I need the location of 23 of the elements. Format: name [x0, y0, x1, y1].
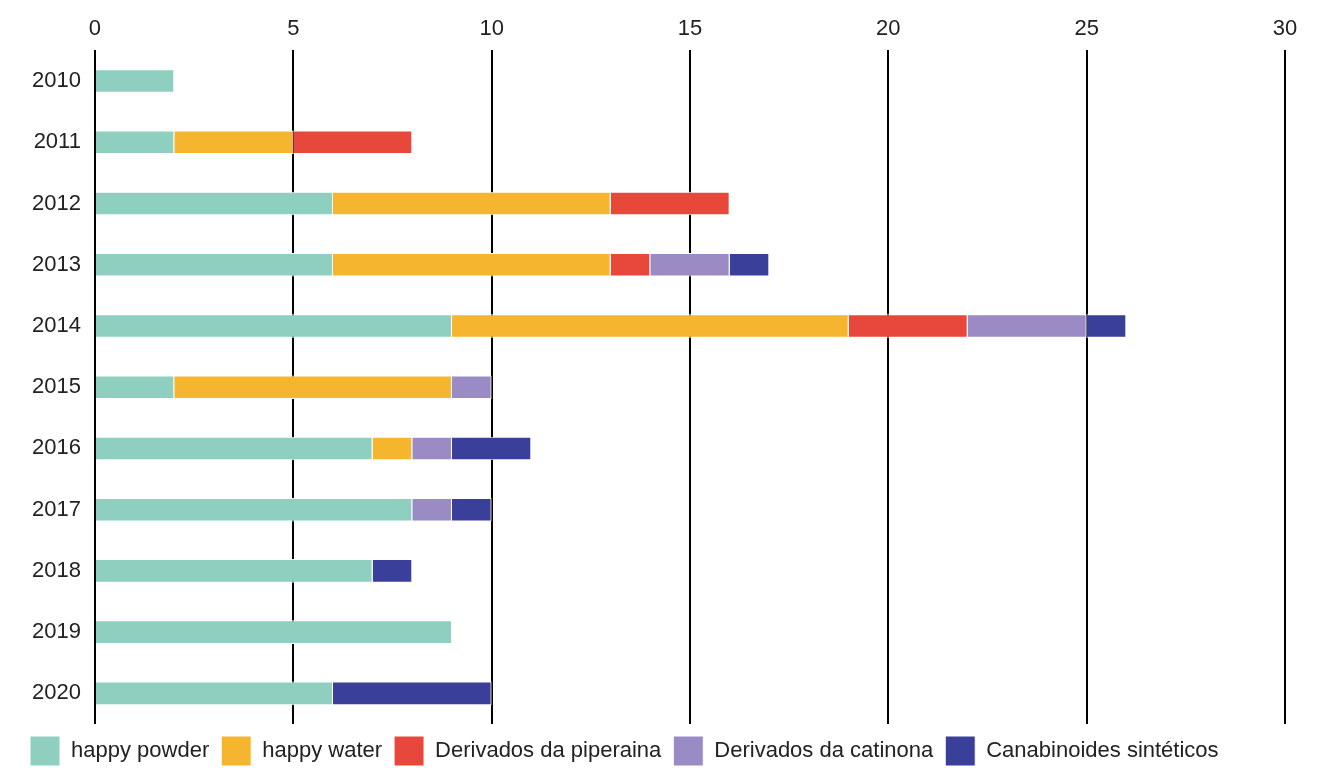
x-tick-label: 15	[677, 15, 703, 41]
x-tick-label: 25	[1074, 15, 1099, 41]
y-tick-label: 2011	[33, 128, 81, 154]
y-tick-label: 2015	[31, 373, 81, 399]
x-tick-label: 10	[479, 15, 504, 41]
y-tick-label: 2016	[31, 434, 81, 460]
legend-label: Derivados da catinona	[714, 737, 934, 763]
legend-label: happy powder	[71, 737, 210, 763]
y-tick-label: 2012	[31, 189, 81, 215]
x-tick-label: 20	[876, 15, 901, 41]
legend-label: Canabinoides sintéticos	[986, 737, 1219, 763]
y-tick-label: 2013	[31, 250, 81, 276]
x-tick-label: 5	[287, 15, 300, 41]
y-tick-label: 2018	[31, 556, 81, 582]
y-tick-label: 2010	[31, 67, 81, 93]
legend-label: Derivados da piperaina	[435, 737, 663, 763]
y-tick-label: 2014	[31, 312, 81, 338]
y-tick-label: 2020	[31, 679, 81, 705]
x-tick-label: 30	[1272, 15, 1298, 41]
y-tick-label: 2019	[31, 618, 81, 644]
y-tick-label: 2017	[31, 495, 81, 521]
x-tick-label: 0	[88, 15, 102, 41]
legend-label: happy water	[262, 737, 383, 763]
